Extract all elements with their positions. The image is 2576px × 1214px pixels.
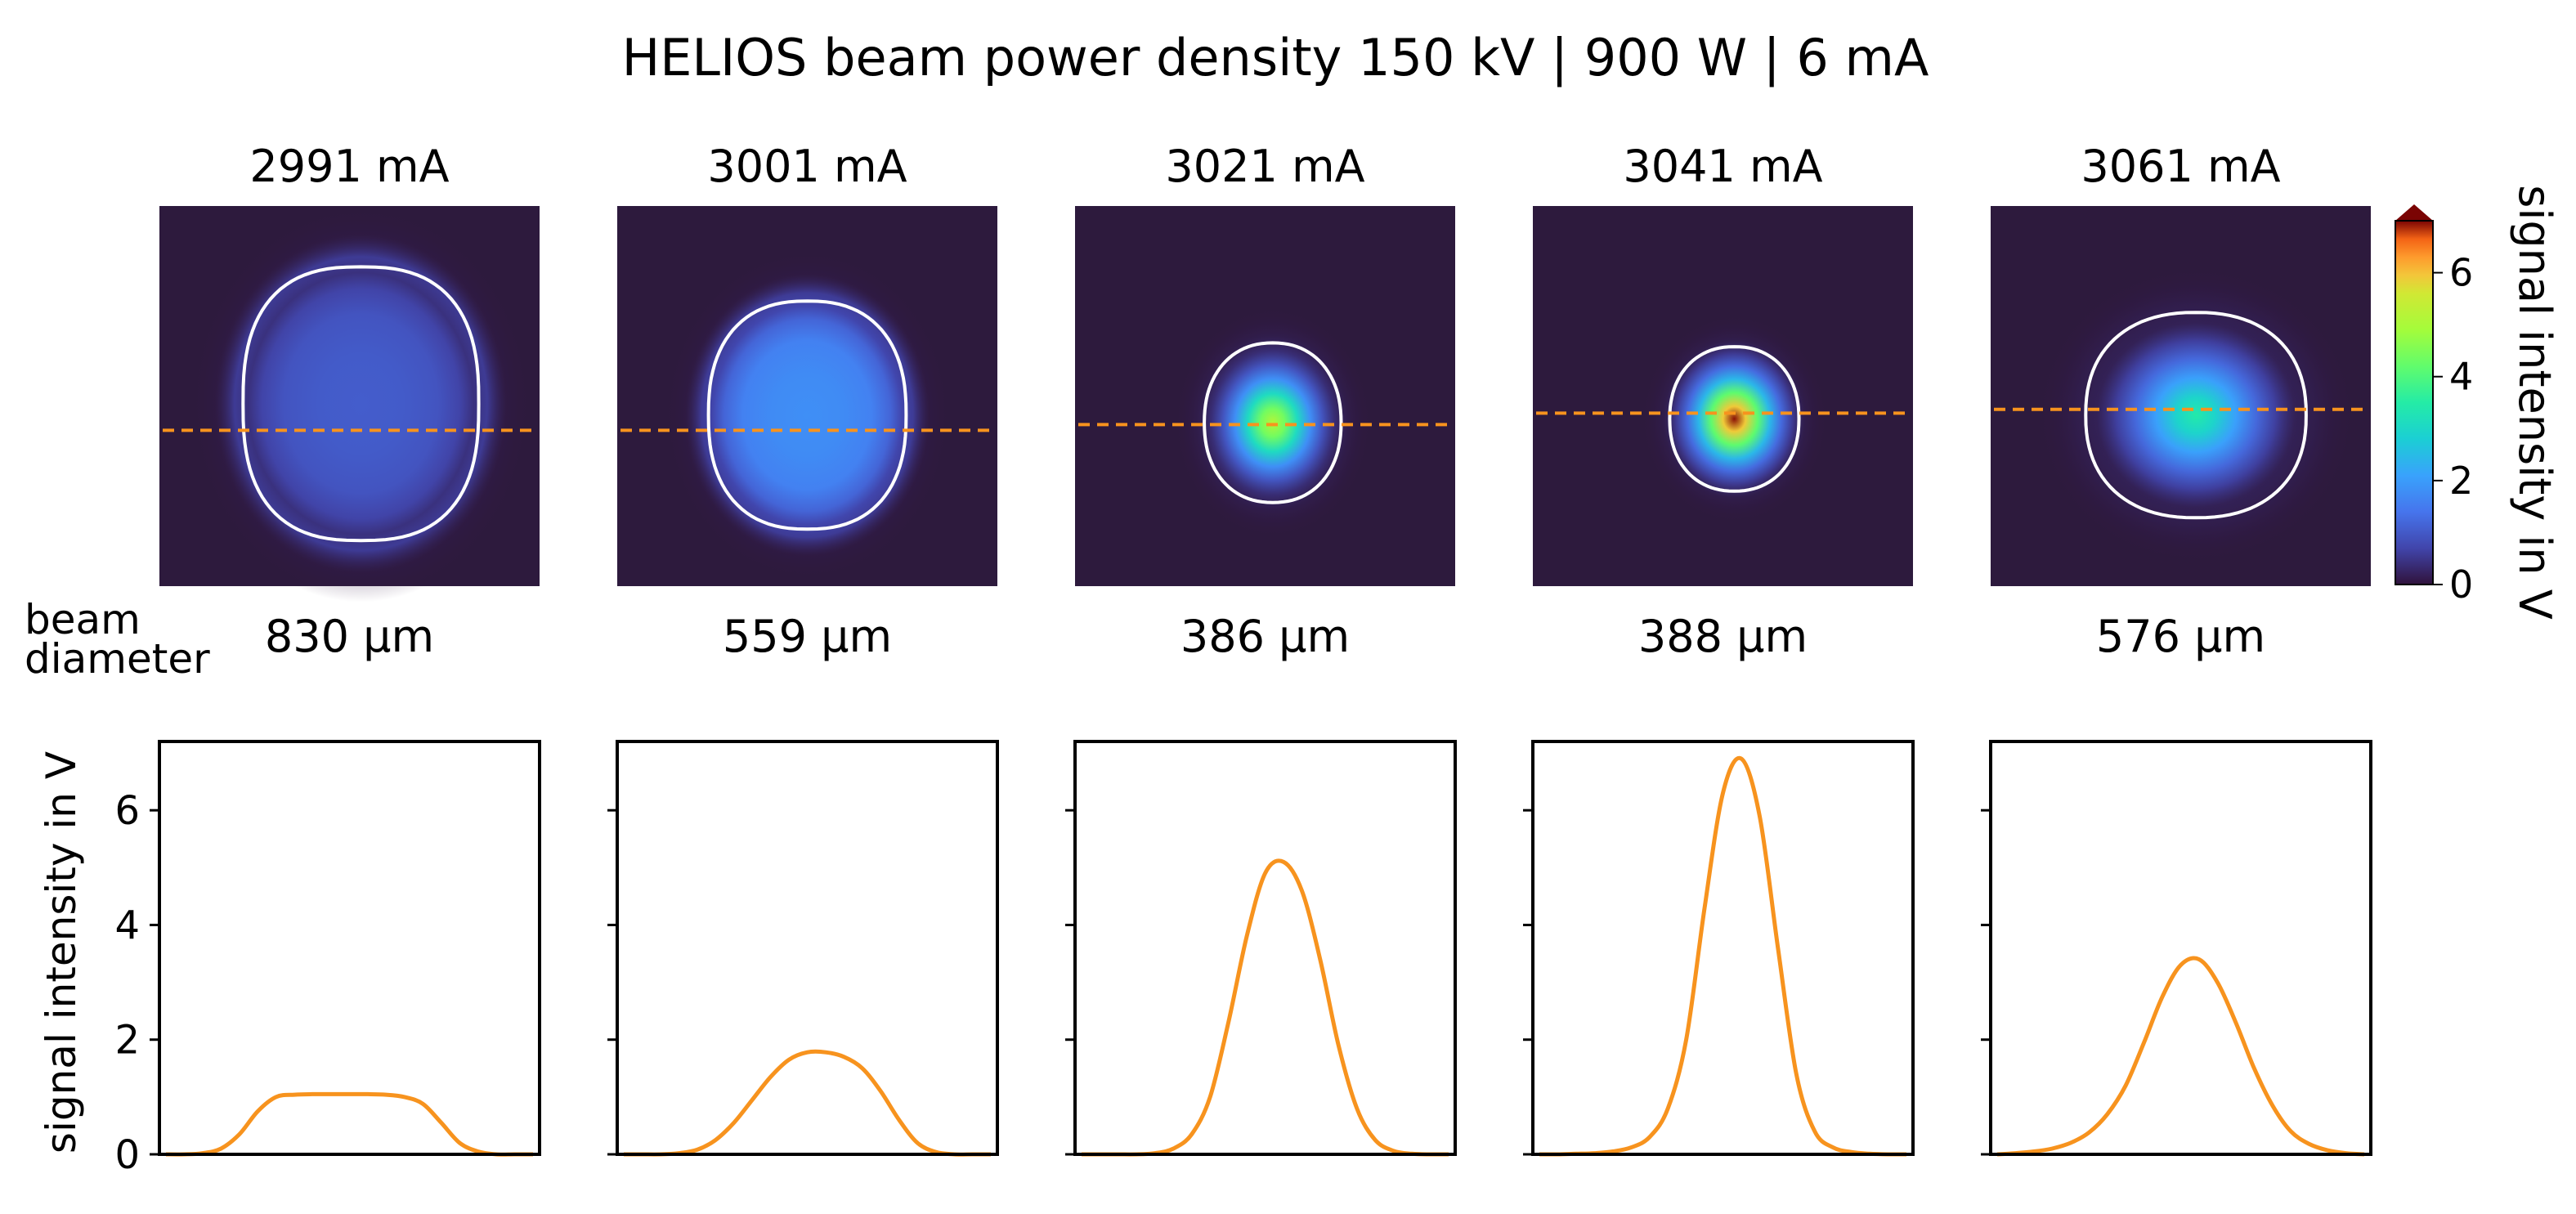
y-tick-label: 6 bbox=[114, 788, 140, 834]
signal-profile-line bbox=[1996, 956, 2365, 1157]
colorbar-extend-arrow bbox=[2395, 204, 2433, 221]
colorbar-tick-label: 2 bbox=[2449, 459, 2473, 503]
beam-intensity bbox=[2036, 266, 2356, 564]
beam-diameter-value: 386 µm bbox=[1180, 611, 1350, 662]
colorbar-label: signal intensity in V bbox=[2509, 185, 2560, 620]
colorbar-frame bbox=[2395, 220, 2434, 585]
beam-contour bbox=[706, 299, 908, 531]
profile-axes-frame bbox=[1073, 740, 1457, 1156]
panel-title: 2991 mA bbox=[249, 141, 449, 192]
y-tick-label: 2 bbox=[114, 1018, 140, 1064]
beam-diameter-value: 576 µm bbox=[2096, 611, 2265, 662]
beam-intensity bbox=[664, 249, 951, 581]
colorbar-tick-label: 6 bbox=[2449, 251, 2473, 295]
signal-profile-line bbox=[1082, 858, 1449, 1157]
y-axis-label: signal intensity in V bbox=[38, 751, 85, 1154]
colorbar-gradient bbox=[2395, 221, 2433, 585]
panel: 3061 mA 576 µm bbox=[1981, 141, 2372, 1157]
beam-diameter-value: 830 µm bbox=[265, 611, 434, 662]
beam-contour bbox=[1668, 345, 1801, 493]
panels: 2991 mA 830 µm 0 2 4 6 3001 mA 559 µm 3021 mA 386… bbox=[114, 141, 2372, 1178]
y-tick-label: 4 bbox=[114, 903, 140, 948]
panel: 3041 mA 388 µm bbox=[1523, 141, 1915, 1157]
signal-profile-line bbox=[1539, 755, 1907, 1157]
beam-intensity bbox=[190, 205, 532, 603]
signal-profile-line bbox=[624, 1049, 991, 1157]
profile-axes-frame bbox=[158, 740, 541, 1156]
profile-axes-frame bbox=[616, 740, 999, 1156]
row-label-line-1: beam bbox=[25, 596, 141, 643]
colorbar-tick-label: 0 bbox=[2449, 562, 2473, 607]
colorbar: 0 2 4 6 signal intensity in V bbox=[2395, 185, 2560, 620]
beam-contour bbox=[2084, 311, 2308, 520]
row-label-line-2: diameter bbox=[25, 635, 210, 683]
beam-contour bbox=[1203, 341, 1343, 504]
y-tick-label: 0 bbox=[114, 1132, 140, 1178]
panel: 2991 mA 830 µm 0 2 4 6 bbox=[114, 141, 541, 1178]
colorbar-tick-label: 4 bbox=[2449, 355, 2473, 399]
beam-diameter-value: 559 µm bbox=[723, 611, 892, 662]
figure-title: HELIOS beam power density 150 kV | 900 W… bbox=[622, 28, 1929, 88]
panel: 3001 mA 559 µm bbox=[607, 141, 999, 1157]
profile-axes-frame bbox=[1531, 740, 1915, 1156]
row-label-beam-diameter: beam diameter bbox=[25, 596, 210, 683]
panel-title: 3061 mA bbox=[2081, 141, 2280, 192]
beam-contour bbox=[241, 265, 481, 543]
panel-title: 3001 mA bbox=[707, 141, 907, 192]
signal-profile-line bbox=[165, 1091, 533, 1157]
profile-axes-frame bbox=[1989, 740, 2372, 1156]
panel-title: 3041 mA bbox=[1623, 141, 1822, 192]
panel: 3021 mA 386 µm bbox=[1065, 141, 1457, 1157]
panel-title: 3021 mA bbox=[1165, 141, 1364, 192]
beam-diameter-value: 388 µm bbox=[1638, 611, 1808, 662]
